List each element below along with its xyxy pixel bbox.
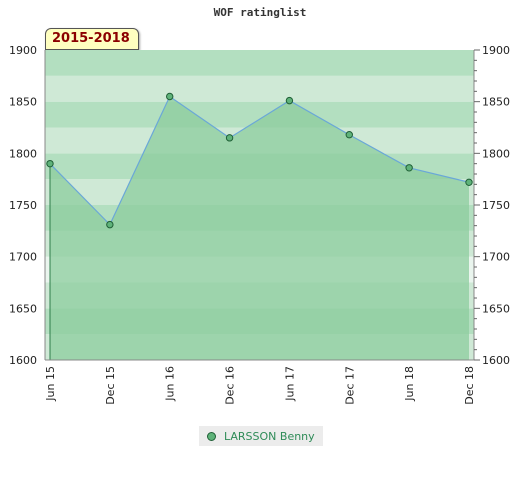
y-tick-label-right: 1800 [482,147,510,160]
y-tick-label-right: 1700 [482,251,510,264]
area-layer [49,95,470,360]
data-point [465,178,473,186]
period-badge: 2015-2018 [45,28,139,50]
data-point [405,164,413,172]
y-tick-label-left: 1700 [9,251,37,264]
x-tick-label: Dec 17 [343,366,356,405]
x-tick-label: Jun 18 [403,366,416,402]
series-area [50,96,469,360]
y-tick-label-right: 1650 [482,302,510,315]
x-tick-labels: Jun 15 Dec 15 Jun 16 Dec 16 Jun 17 Dec 17 Jun … [44,366,476,405]
data-point [166,92,174,101]
data-point [106,220,114,229]
y-tick-label-right: 1850 [482,96,510,109]
axes [44,49,480,361]
legend-marker [207,431,216,441]
legend[interactable]: LARSSON Benny [199,426,323,446]
x-tick-label: Dec 15 [104,366,117,405]
x-tick-label: Jun 17 [283,366,296,402]
data-point [285,96,294,105]
data-point [345,131,353,139]
background-band [45,75,474,102]
y-tick-label-left: 1850 [9,96,37,109]
y-tick-label-left: 1600 [9,354,37,367]
background-band [45,50,474,76]
y-tick-label-left: 1800 [9,147,37,160]
y-tick-labels-left: 1600 1650 1700 1750 1800 1850 1900 [9,44,37,367]
data-point [46,159,54,168]
x-tick-label: Jun 15 [44,366,57,402]
y-tick-label-left: 1900 [9,44,37,57]
x-tick-label: Dec 18 [463,366,476,405]
markers [46,92,473,229]
series-line [49,95,470,226]
y-tick-label-right: 1900 [482,44,510,57]
data-point [225,134,234,142]
x-tick-label: Dec 16 [224,366,237,405]
y-tick-labels-right: 1600 1650 1700 1750 1800 1850 1900 [482,44,510,367]
y-tick-label-left: 1750 [9,199,37,212]
chart-title: WOF ratinglist [213,6,307,19]
y-tick-label-right: 1750 [482,199,510,212]
y-tick-label-left: 1650 [9,302,37,315]
y-tick-label-right: 1600 [482,354,510,367]
x-tick-label: Jun 16 [164,366,177,402]
legend-label: LARSSON Benny [224,429,315,443]
